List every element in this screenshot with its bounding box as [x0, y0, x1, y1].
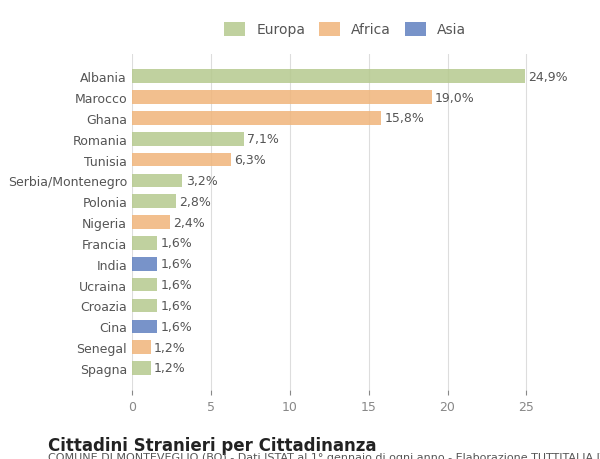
Text: 1,6%: 1,6%: [160, 279, 192, 291]
Text: 1,6%: 1,6%: [160, 320, 192, 333]
Text: 1,2%: 1,2%: [154, 362, 186, 375]
Bar: [132, 237, 157, 250]
Bar: [132, 70, 525, 84]
Bar: [132, 278, 157, 292]
Bar: [132, 112, 381, 125]
Bar: [132, 257, 157, 271]
Text: COMUNE DI MONTEVEGLIO (BO) - Dati ISTAT al 1° gennaio di ogni anno - Elaborazion: COMUNE DI MONTEVEGLIO (BO) - Dati ISTAT …: [48, 452, 600, 459]
Text: 6,3%: 6,3%: [235, 154, 266, 167]
Text: 1,6%: 1,6%: [160, 299, 192, 312]
Text: 1,6%: 1,6%: [160, 257, 192, 271]
Text: 2,4%: 2,4%: [173, 216, 205, 229]
Bar: [132, 153, 232, 167]
Bar: [132, 341, 151, 354]
Text: 7,1%: 7,1%: [247, 133, 279, 146]
Bar: [132, 299, 157, 313]
Text: 1,6%: 1,6%: [160, 237, 192, 250]
Bar: [132, 216, 170, 230]
Bar: [132, 361, 151, 375]
Bar: [132, 320, 157, 333]
Legend: Europa, Africa, Asia: Europa, Africa, Asia: [220, 18, 470, 41]
Bar: [132, 195, 176, 208]
Text: 1,2%: 1,2%: [154, 341, 186, 354]
Bar: [132, 133, 244, 146]
Bar: [132, 174, 182, 188]
Text: 2,8%: 2,8%: [179, 196, 211, 208]
Text: 24,9%: 24,9%: [528, 71, 568, 84]
Text: 19,0%: 19,0%: [435, 91, 475, 104]
Bar: [132, 91, 432, 105]
Text: 15,8%: 15,8%: [385, 112, 424, 125]
Text: 3,2%: 3,2%: [185, 174, 217, 188]
Text: Cittadini Stranieri per Cittadinanza: Cittadini Stranieri per Cittadinanza: [48, 436, 377, 454]
